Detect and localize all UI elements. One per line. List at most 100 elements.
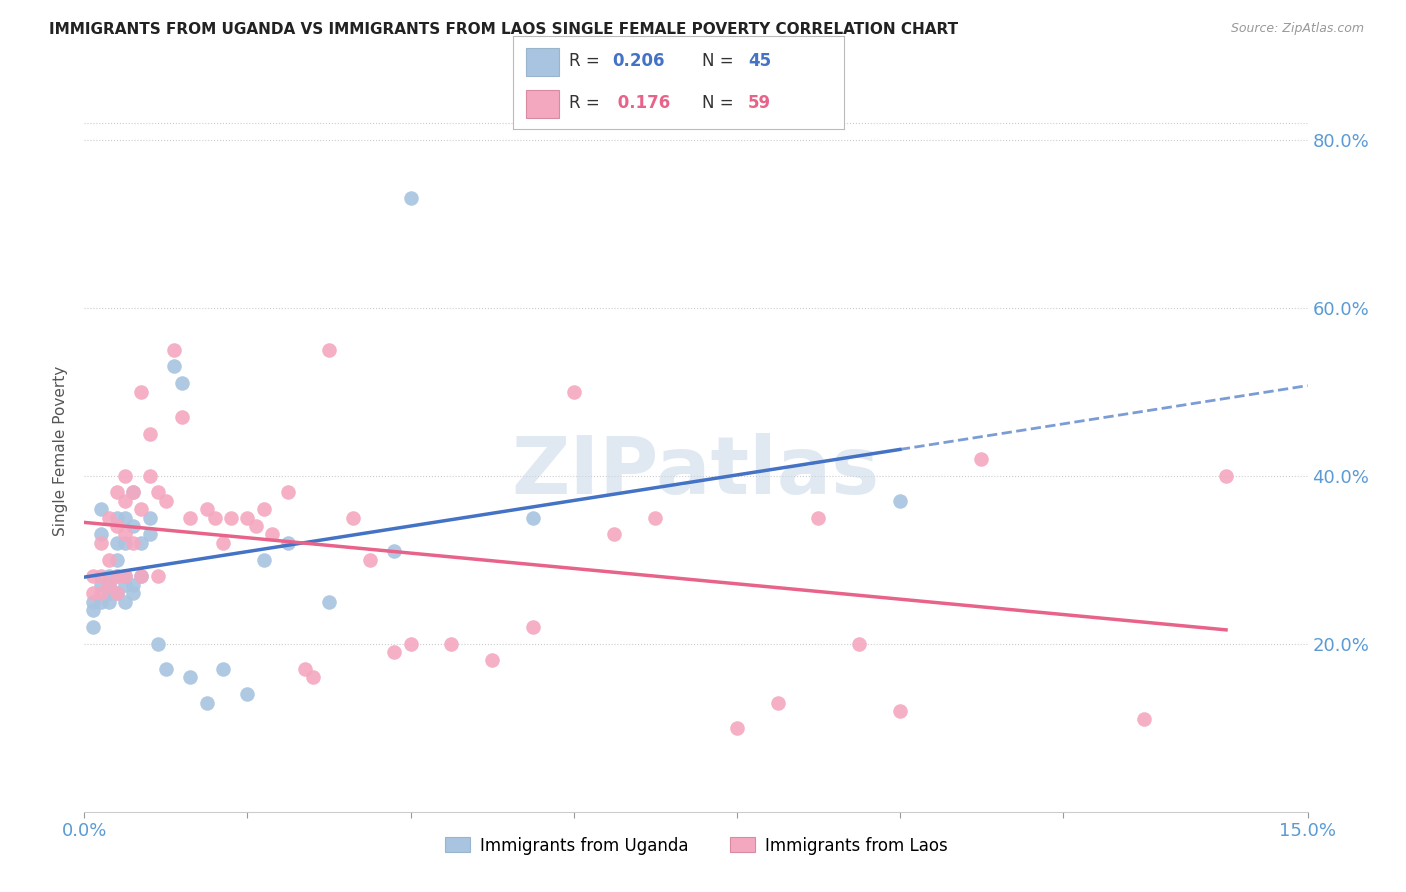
Point [146,485,169,500]
Point [138,426,160,441]
Point [236,687,259,701]
Point [603,527,626,541]
Point [97,569,120,583]
Point [277,536,299,550]
Point [204,510,226,524]
Point [82,595,104,609]
Point [301,670,323,684]
FancyBboxPatch shape [526,90,560,118]
Point [562,384,585,399]
Point [114,578,136,592]
Point [245,519,267,533]
Point [399,637,422,651]
Point [277,485,299,500]
Point [90,595,112,609]
Point [131,384,153,399]
Point [105,552,128,566]
Point [440,637,463,651]
Point [146,569,169,583]
Point [90,578,112,592]
Point [172,409,194,424]
Point [90,569,112,583]
Text: N =: N = [702,95,738,112]
Point [236,510,259,524]
Point [90,586,112,600]
Point [114,527,136,541]
Point [114,510,136,524]
Point [359,552,381,566]
Point [970,451,993,466]
Point [122,485,145,500]
Text: 0.206: 0.206 [613,52,665,70]
Point [114,468,136,483]
Point [114,494,136,508]
Point [253,502,276,516]
Point [163,359,186,374]
Text: ZIPatlas: ZIPatlas [512,434,880,511]
Point [219,510,242,524]
Point [766,696,789,710]
Point [138,468,160,483]
Point [114,569,136,583]
Point [644,510,666,524]
Y-axis label: Single Female Poverty: Single Female Poverty [53,366,69,535]
Point [146,637,169,651]
Point [179,670,201,684]
Point [1133,712,1156,726]
Point [122,586,145,600]
Point [212,662,235,676]
Point [82,586,104,600]
Point [253,552,276,566]
Point [122,519,145,533]
Point [725,721,748,735]
Point [114,569,136,583]
Point [131,569,153,583]
Point [97,586,120,600]
Point [131,502,153,516]
Legend: Immigrants from Uganda, Immigrants from Laos: Immigrants from Uganda, Immigrants from … [437,830,955,861]
Point [82,620,104,634]
Point [122,578,145,592]
Point [399,191,422,205]
Point [122,485,145,500]
Point [163,343,186,357]
Point [105,536,128,550]
Point [97,552,120,566]
Point [195,696,218,710]
Point [318,595,340,609]
Text: R =: R = [569,95,606,112]
Point [1215,468,1237,483]
Point [260,527,283,541]
Point [522,620,544,634]
Text: 45: 45 [748,52,770,70]
Text: N =: N = [702,52,738,70]
Point [172,376,194,391]
Point [382,544,405,558]
Point [522,510,544,524]
Point [155,662,177,676]
Point [105,586,128,600]
Point [82,569,104,583]
Point [889,494,911,508]
Point [131,569,153,583]
Point [105,519,128,533]
Point [105,485,128,500]
Point [889,704,911,718]
Text: IMMIGRANTS FROM UGANDA VS IMMIGRANTS FROM LAOS SINGLE FEMALE POVERTY CORRELATION: IMMIGRANTS FROM UGANDA VS IMMIGRANTS FRO… [49,22,959,37]
Point [212,536,235,550]
Point [138,510,160,524]
Point [97,510,120,524]
Text: 59: 59 [748,95,770,112]
Point [294,662,316,676]
Point [179,510,201,524]
Point [114,595,136,609]
Text: Source: ZipAtlas.com: Source: ZipAtlas.com [1230,22,1364,36]
Point [382,645,405,659]
Point [82,603,104,617]
Point [97,578,120,592]
Point [97,595,120,609]
Point [807,510,830,524]
Point [97,578,120,592]
Text: R =: R = [569,52,606,70]
Point [90,527,112,541]
